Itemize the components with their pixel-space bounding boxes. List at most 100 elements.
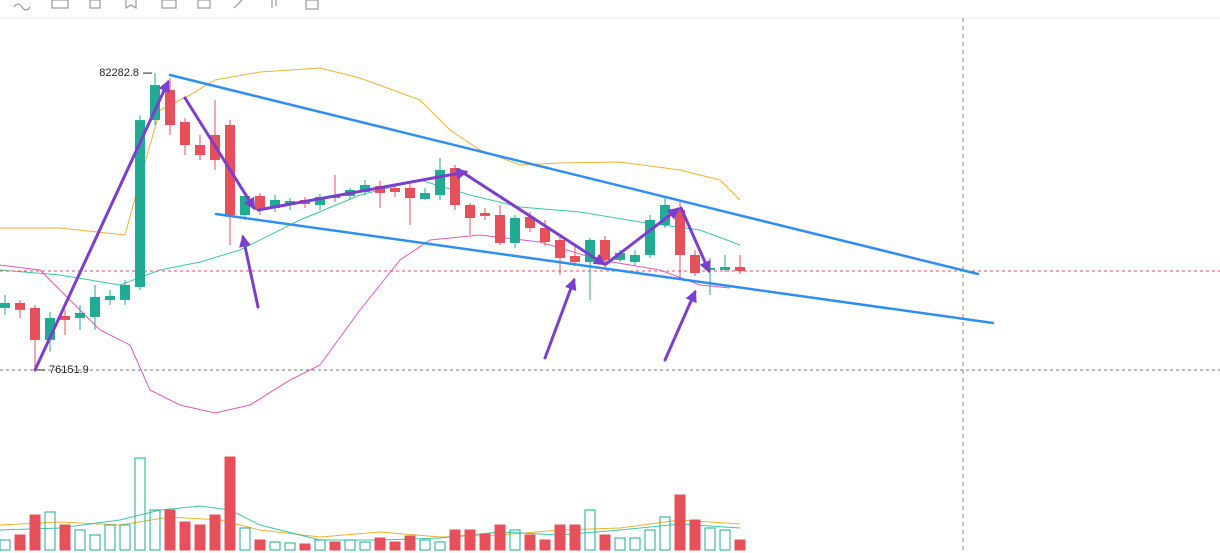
candle-body	[90, 296, 100, 317]
volume-bar	[524, 534, 536, 551]
tool-icon[interactable]	[51, 0, 69, 9]
volume-bar	[224, 456, 236, 551]
arrow[interactable]	[239, 234, 260, 309]
tool-icon[interactable]	[89, 0, 101, 9]
volume-bar	[344, 539, 356, 551]
candle-body	[600, 239, 610, 260]
volume-bar	[599, 534, 611, 551]
candle-body	[195, 145, 205, 156]
tool-icon[interactable]	[161, 0, 177, 9]
volume-bar	[629, 537, 641, 551]
volume-bar	[29, 514, 41, 551]
tool-icon[interactable]	[233, 0, 243, 9]
volume-bar	[164, 509, 176, 551]
candle-body	[420, 192, 430, 199]
candle-body	[15, 302, 25, 310]
volume-bar	[569, 524, 581, 551]
volume-bar	[659, 516, 671, 551]
low-label: 76151.9	[49, 364, 89, 376]
arrow[interactable]	[183, 96, 256, 211]
volume-bar	[329, 541, 341, 551]
volume-bar	[674, 494, 686, 551]
volume-bar	[119, 524, 131, 551]
tool-icon[interactable]	[305, 0, 319, 10]
volume-bar	[104, 524, 116, 551]
high-label: 82282.8	[99, 67, 139, 79]
volume-bar	[389, 541, 401, 551]
arrow[interactable]	[663, 289, 697, 362]
candle-body	[720, 266, 730, 270]
volume-bar	[404, 535, 416, 551]
candle-body	[255, 195, 265, 210]
tool-icon[interactable]	[271, 0, 277, 8]
candle-body	[30, 307, 40, 340]
candle-body	[360, 184, 370, 193]
volume-bar	[179, 521, 191, 551]
volume-bar	[14, 534, 26, 551]
candle-body	[150, 85, 160, 121]
volume-bar	[434, 541, 446, 551]
candle-body	[480, 212, 490, 216]
candle-body	[135, 120, 145, 287]
arrow[interactable]	[679, 206, 711, 274]
arrow[interactable]	[543, 277, 577, 360]
volume-bar	[254, 539, 266, 551]
candle-body	[180, 122, 190, 146]
volume-bar	[479, 533, 491, 551]
volume-bar	[269, 541, 281, 551]
candle-body	[540, 227, 550, 242]
volume-bar	[299, 543, 311, 551]
candle-body	[660, 204, 670, 225]
volume-bar	[194, 524, 206, 551]
volume-bar	[464, 529, 476, 551]
tool-icon[interactable]	[13, 3, 31, 11]
volume-bar	[209, 514, 221, 551]
volume-bar	[44, 511, 56, 551]
candle-body	[270, 199, 280, 208]
volume-bar	[74, 529, 86, 551]
candle-body	[735, 266, 745, 271]
volume-bar	[494, 524, 506, 551]
arrow[interactable]	[604, 207, 680, 266]
bollinger-upper	[0, 67, 741, 236]
tool-icon[interactable]	[125, 0, 137, 10]
candle-body	[105, 295, 115, 300]
volume-ma-slow	[0, 516, 741, 538]
volume-bar	[134, 457, 146, 551]
candle-body	[585, 239, 595, 262]
arrow[interactable]	[256, 167, 469, 212]
volume-bar	[149, 509, 161, 551]
volume-bar	[59, 524, 71, 551]
candle-body	[690, 254, 700, 273]
candle-body	[405, 187, 415, 199]
volume-bar	[0, 539, 11, 551]
volume-bar	[374, 537, 386, 551]
volume-bar	[689, 519, 701, 551]
volume-bar	[719, 529, 731, 551]
volume-bar	[584, 509, 596, 551]
candle-body	[435, 170, 445, 196]
candle-body	[675, 209, 685, 255]
volume-bar	[359, 541, 371, 551]
candle-body	[630, 254, 640, 262]
trend-line-upper[interactable]	[168, 73, 980, 276]
candle-body	[510, 218, 520, 243]
volume-ma-fast	[0, 505, 741, 541]
tool-icon[interactable]	[197, 0, 211, 9]
trend-line-lower[interactable]	[214, 212, 995, 325]
bollinger-middle	[0, 179, 741, 286]
volume-bar	[314, 539, 326, 551]
arrow[interactable]	[460, 170, 607, 266]
arrow[interactable]	[33, 79, 170, 372]
candle-body	[450, 168, 460, 205]
volume-bar	[239, 527, 251, 551]
candle-body	[570, 255, 580, 262]
candle-body	[465, 204, 475, 219]
candle-body	[0, 302, 10, 308]
candle-body	[645, 219, 655, 255]
volume-bar	[89, 534, 101, 551]
candle-body	[390, 187, 400, 193]
candle-body	[120, 284, 130, 300]
candle-body	[525, 216, 535, 228]
